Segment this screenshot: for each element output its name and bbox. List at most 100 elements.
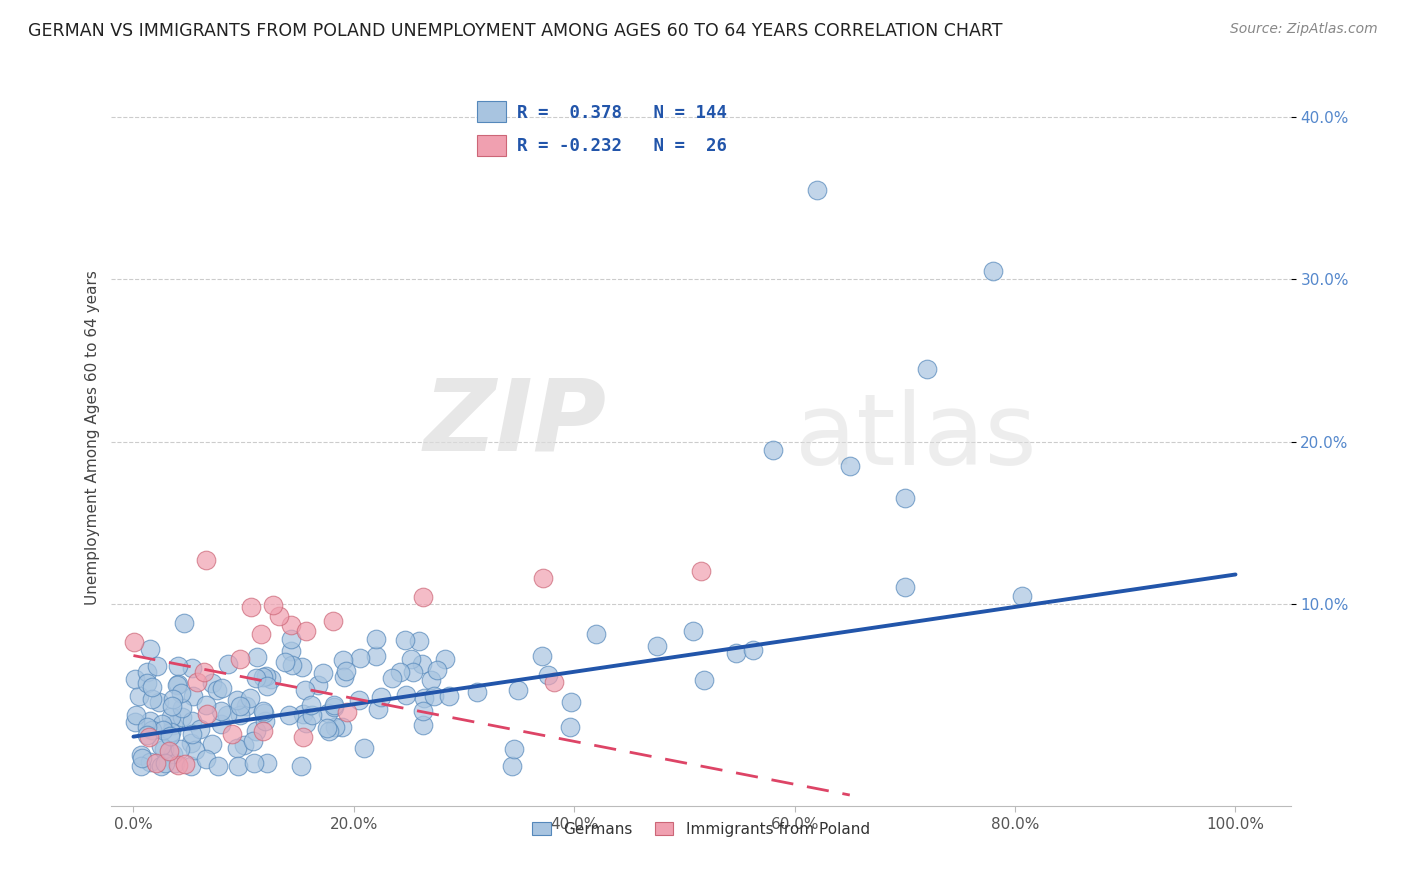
Point <box>160 699 183 714</box>
Point <box>139 755 162 769</box>
Point <box>336 705 359 719</box>
Point <box>157 743 180 757</box>
Point <box>560 695 582 709</box>
Point <box>229 707 252 722</box>
Point <box>195 706 218 721</box>
Point <box>217 708 239 723</box>
Point <box>170 709 193 723</box>
Point <box>194 752 217 766</box>
Point <box>290 759 312 773</box>
Point <box>426 663 449 677</box>
Point <box>138 730 160 744</box>
Point <box>585 626 607 640</box>
Point <box>323 698 346 712</box>
Point <box>211 681 233 695</box>
Point <box>301 708 323 723</box>
Point <box>254 714 277 728</box>
Point <box>366 632 388 647</box>
Point <box>503 742 526 756</box>
Point <box>245 672 267 686</box>
Point <box>209 716 232 731</box>
Point <box>146 658 169 673</box>
Point <box>135 729 157 743</box>
Point <box>221 727 243 741</box>
Point <box>299 698 322 713</box>
Point <box>295 624 318 638</box>
Point <box>166 677 188 691</box>
Point <box>150 717 173 731</box>
Point <box>195 553 218 567</box>
Point <box>201 737 224 751</box>
Point <box>160 724 183 739</box>
Point <box>209 704 232 718</box>
Point <box>278 708 301 723</box>
Point <box>136 676 159 690</box>
Point <box>152 723 174 738</box>
Point <box>725 646 748 660</box>
Point <box>235 699 257 714</box>
Point <box>253 706 276 720</box>
Y-axis label: Unemployment Among Ages 60 to 64 years: Unemployment Among Ages 60 to 64 years <box>86 270 100 605</box>
Point <box>139 714 162 729</box>
Point <box>183 689 205 703</box>
Point <box>260 672 283 686</box>
Point <box>370 690 392 705</box>
Point <box>411 657 433 671</box>
Point <box>501 759 523 773</box>
Point <box>131 747 153 762</box>
Point <box>423 690 446 704</box>
Point <box>323 700 346 714</box>
Point <box>838 458 860 473</box>
Point <box>256 756 278 771</box>
Point <box>188 722 211 736</box>
Text: Source: ZipAtlas.com: Source: ZipAtlas.com <box>1230 22 1378 37</box>
Point <box>1011 589 1033 603</box>
Point <box>217 657 239 671</box>
Text: atlas: atlas <box>796 389 1038 486</box>
Point <box>152 742 174 756</box>
Point <box>280 618 302 632</box>
Point <box>347 692 370 706</box>
Point <box>981 264 1004 278</box>
Point <box>150 759 173 773</box>
Point <box>256 679 278 693</box>
Point <box>135 720 157 734</box>
Point <box>531 571 554 585</box>
Point <box>239 599 262 614</box>
Point <box>543 675 565 690</box>
Point <box>148 695 170 709</box>
Point <box>163 756 186 770</box>
Point <box>184 742 207 756</box>
Point <box>325 720 347 734</box>
Point <box>180 661 202 675</box>
Point <box>389 665 412 680</box>
Point <box>226 740 249 755</box>
Point <box>246 650 269 665</box>
Point <box>506 683 529 698</box>
Point <box>742 643 765 657</box>
Point <box>294 683 316 698</box>
Point <box>560 720 582 734</box>
Point <box>131 750 153 764</box>
Point <box>239 691 262 706</box>
Point <box>647 639 669 653</box>
Point <box>262 598 284 612</box>
Point <box>307 677 329 691</box>
Point <box>806 183 828 197</box>
Point <box>280 643 302 657</box>
Point <box>229 699 252 714</box>
Point <box>330 720 353 734</box>
Point <box>226 693 249 707</box>
Point <box>333 670 356 684</box>
Point <box>894 580 917 594</box>
Point <box>322 615 344 629</box>
Point <box>530 648 553 663</box>
Point <box>124 672 146 686</box>
Point <box>693 673 716 687</box>
Point <box>412 718 434 732</box>
Point <box>173 756 195 771</box>
Point <box>159 729 181 743</box>
Text: ZIP: ZIP <box>423 374 606 471</box>
Point <box>335 664 357 678</box>
Point <box>689 565 711 579</box>
